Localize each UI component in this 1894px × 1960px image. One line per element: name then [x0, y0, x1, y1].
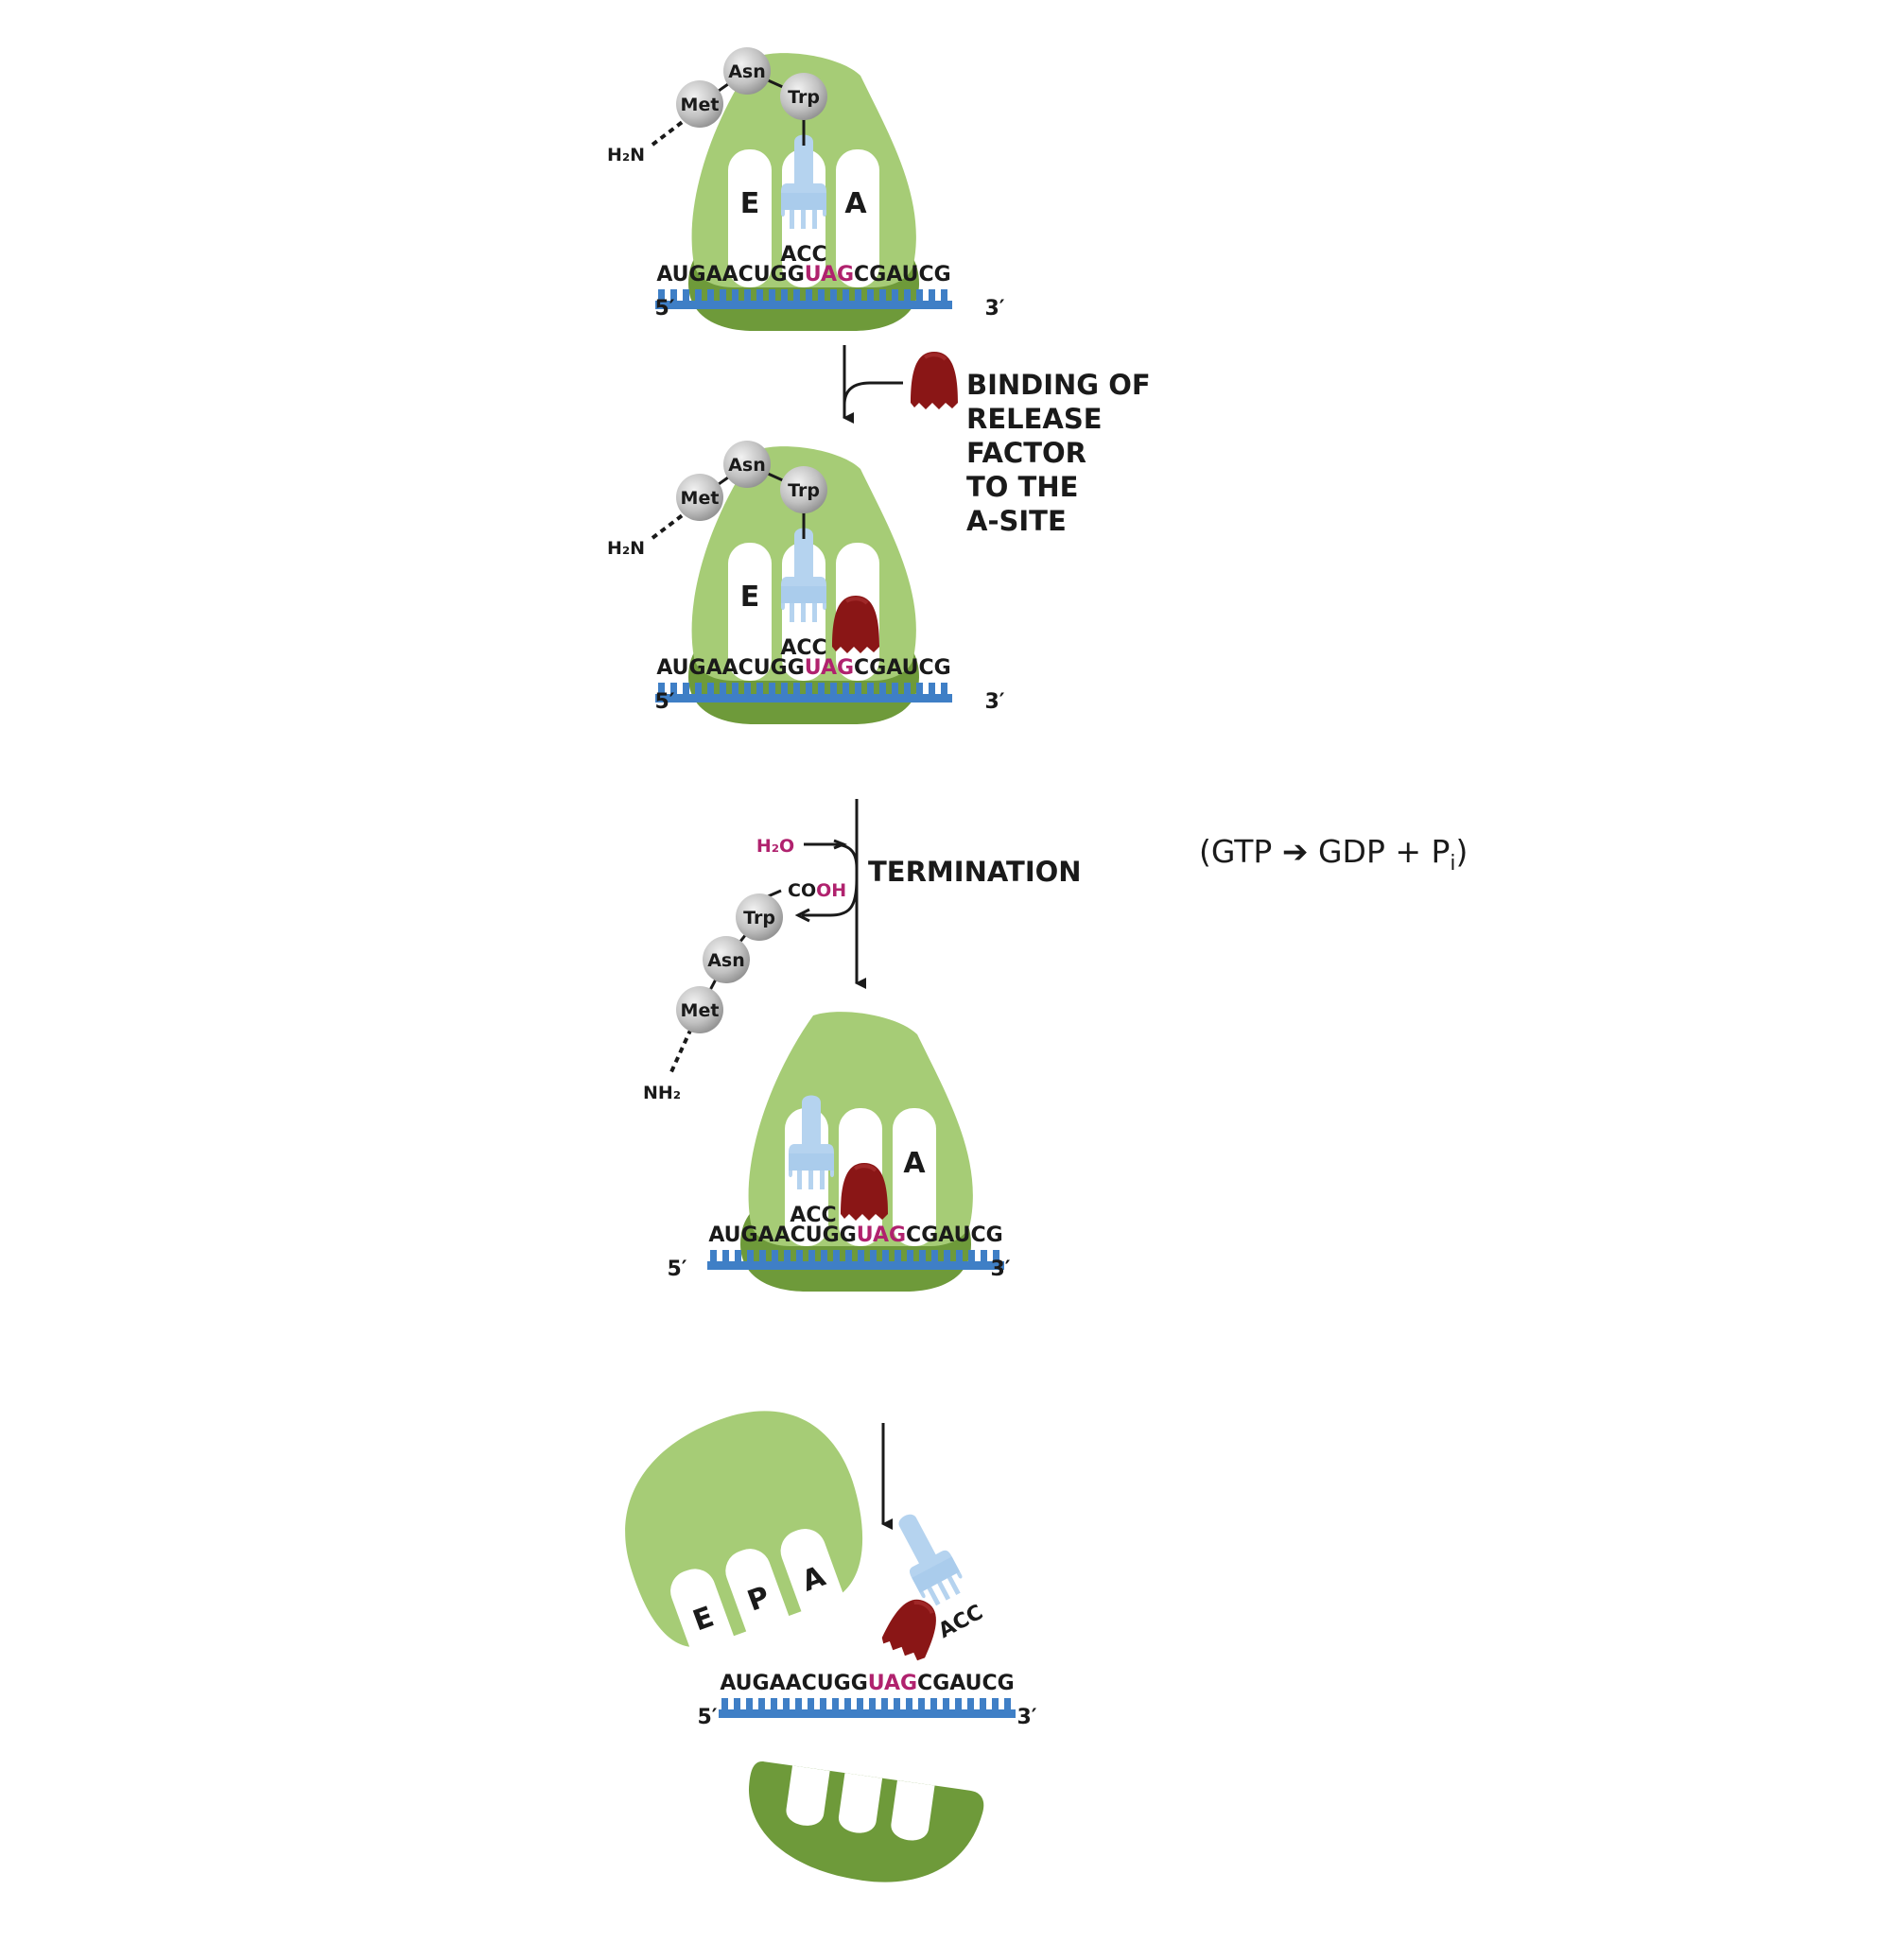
three-prime-label: 3′ [984, 690, 1004, 714]
svg-text:Met: Met [681, 488, 720, 509]
mrna-sequence: AUGAACUGGUAGCGAUCG [708, 1223, 1002, 1247]
gtp-hydrolysis-note: (GTP ➔ GDP + Pi) [1199, 833, 1468, 876]
n-terminus-label: H₂N [607, 145, 645, 165]
step-binding-release-factor: BINDING OF RELEASE FACTOR TO THE A-SITE [843, 345, 1160, 537]
svg-text:Asn: Asn [728, 455, 766, 476]
panel-release-factor-bound: E ACC AUGAACUGGUAGCGAUCG 5′ 3′ Met Asn T… [607, 441, 1005, 724]
svg-text:Trp: Trp [788, 480, 820, 501]
site-label-a: A [844, 187, 867, 220]
anticodon-label: ACC [790, 1204, 836, 1227]
amino-acid-asn [723, 47, 771, 95]
three-prime-label: 3′ [1017, 1706, 1036, 1729]
n-terminus-label: H₂N [607, 538, 645, 559]
arrow-icon: ➔ [1282, 833, 1309, 870]
five-prime-label: 5′ [697, 1706, 717, 1729]
small-subunit-released [748, 1761, 984, 1882]
five-prime-label: 5′ [667, 1258, 686, 1281]
amino-acid-asn [703, 936, 750, 983]
amino-acid-met [676, 986, 723, 1033]
stop-codon: UAG [868, 1672, 917, 1695]
mrna-strand [719, 1698, 1016, 1718]
svg-text:Trp: Trp [743, 908, 775, 928]
carboxyl-terminus-label: COOH [788, 880, 846, 901]
released-n-terminus-label: NH₂ [643, 1083, 681, 1103]
water-label: H₂O [756, 836, 794, 857]
panel-ribosome-dissociation: E P A ACC AUGAACUGGUAGCGAUCG 5′ 3′ [625, 1411, 1037, 1882]
stop-codon: UAG [805, 263, 854, 286]
amino-acid-met [676, 80, 723, 128]
amino-acid-met [676, 474, 723, 521]
amino-acid-trp [736, 893, 783, 941]
mrna-sequence: AUGAACUGGUAGCGAUCG [656, 656, 950, 680]
panel-after-termination: A ACC AUGAACUGGUAGCGAUCG 5′ 3′ [667, 1012, 1011, 1292]
site-label-a: A [903, 1147, 926, 1180]
site-label-e: E [740, 581, 760, 614]
svg-text:Asn: Asn [728, 61, 766, 82]
mrna-sequence: AUGAACUGGUAGCGAUCG [720, 1672, 1014, 1695]
termination-label: TERMINATION [868, 856, 1082, 888]
anticodon-label: ACC [780, 243, 826, 267]
binding-step-label: BINDING OF RELEASE FACTOR TO THE A-SITE [966, 369, 1160, 537]
step-termination: H₂O TERMINATION COOH Trp Asn Met NH₂ [643, 799, 1082, 1103]
svg-text:Asn: Asn [707, 950, 745, 971]
svg-text:Met: Met [681, 95, 720, 115]
amino-acid-trp [780, 73, 827, 120]
anticodon-label: ACC [935, 1601, 987, 1643]
site-label-e: E [740, 187, 760, 220]
three-prime-label: 3′ [984, 297, 1004, 321]
large-subunit-released: E P A [625, 1411, 863, 1680]
stop-codon: UAG [857, 1223, 906, 1247]
five-prime-label: 5′ [654, 690, 674, 714]
release-factor-free [909, 350, 960, 411]
svg-text:Met: Met [681, 1000, 720, 1021]
amino-acid-trp [780, 466, 827, 513]
five-prime-label: 5′ [654, 297, 674, 321]
svg-text:Trp: Trp [788, 87, 820, 108]
anticodon-label: ACC [780, 636, 826, 660]
stop-codon: UAG [805, 656, 854, 680]
amino-acid-asn [723, 441, 771, 488]
three-prime-label: 3′ [990, 1258, 1010, 1281]
mrna-sequence: AUGAACUGGUAGCGAUCG [656, 263, 950, 286]
panel-ribosome-stop-codon: E A ACC AUGAACUGGUAGCGAUCG 5′ 3′ Met Asn… [607, 47, 1005, 331]
